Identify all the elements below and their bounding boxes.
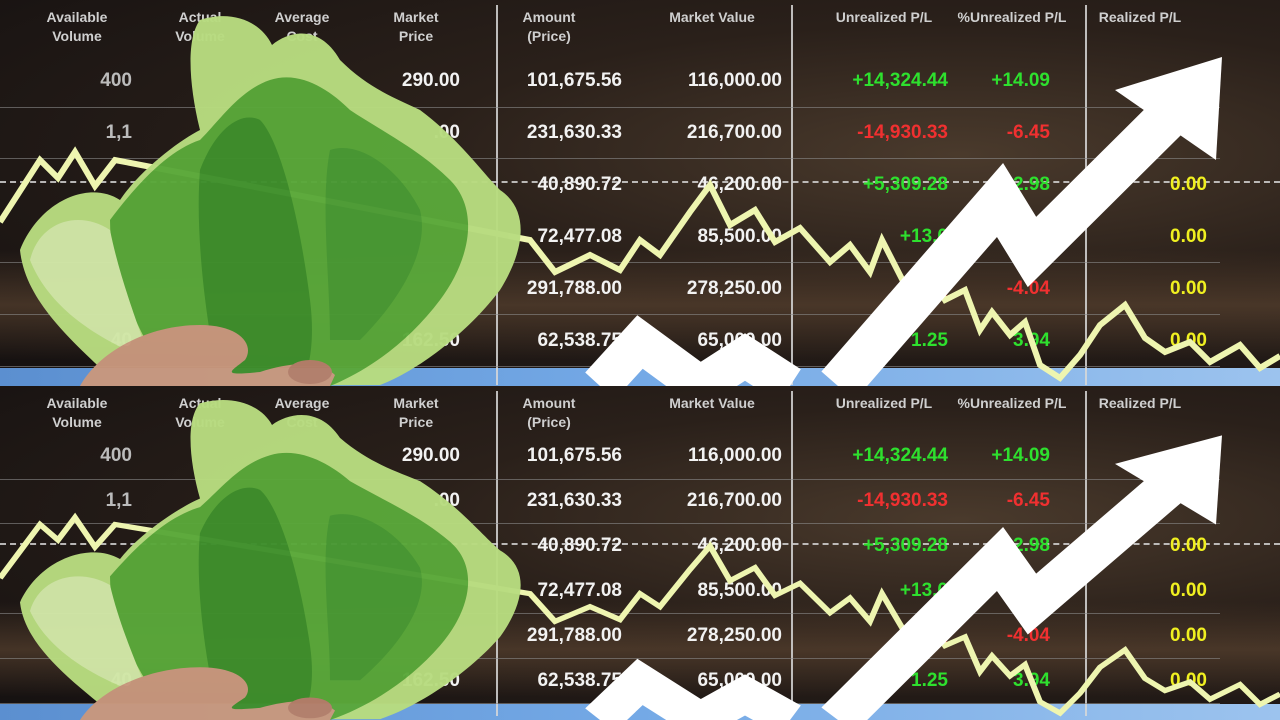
cell-market-value: 216,700.00 [686,490,782,511]
cell-pct-unrealized: -4.04 [1006,278,1050,299]
cell-realized: 0.00 [1170,226,1207,247]
cell-amount: 231,630.33 [526,122,622,143]
column-header: %Unrealized P/L [957,395,1067,411]
column-header: %Unrealized P/L [957,9,1067,25]
column-header: Amount (Price) [522,9,576,44]
cell-pct-unrealized: -6.45 [1006,122,1050,143]
cell-available: 1,1 [105,490,132,511]
cell-market-value: 85,500.00 [697,580,782,601]
cell-amount: 40,890.72 [537,535,622,556]
trend-line [0,146,1280,382]
cell-market-price: 290.00 [401,445,460,466]
cell-market-value: 278,250.00 [686,278,782,299]
cell-amount: 231,630.33 [526,490,622,511]
cell-market-value: 46,200.00 [697,535,782,556]
cell-market-value: 216,700.00 [686,122,782,143]
cell-market-value: 46,200.00 [697,174,782,195]
cell-pct-unrealized: +14.09 [991,445,1050,466]
lettuce-in-hand-image [20,16,521,386]
cell-amount: 291,788.00 [526,625,622,646]
trend-up-arrow-body [821,467,1191,720]
cell-realized: 0.00 [1170,625,1207,646]
small-arrow-zigzag [585,658,801,720]
trend-up-arrow-head [1115,57,1222,160]
cell-market-value: 116,000.00 [687,70,782,91]
cell-market-value: 116,000.00 [687,445,782,466]
cell-available: 400 [100,70,132,91]
column-divider [791,5,793,385]
cell-pct-unrealized: +14.09 [991,70,1050,91]
cell-amount: 40,890.72 [537,174,622,195]
cell-realized: 0.00 [1170,580,1207,601]
cell-market-price: 290.00 [401,70,460,91]
cell-realized: 0.00 [1170,174,1207,195]
cell-unrealized: +14,324.44 [852,70,948,91]
cell-amount: 62,538.75 [537,330,622,351]
column-header: Amount (Price) [522,395,576,430]
cell-unrealized: 1.25 [911,330,948,351]
column-header: Market Price [393,395,439,430]
cell-market-value: 278,250.00 [686,625,782,646]
cell-pct-unrealized: -6.45 [1006,490,1050,511]
trend-line [0,512,1280,717]
dashed-line [0,181,1280,183]
cell-market-value: 85,500.00 [697,226,782,247]
column-header: Market Price [393,9,439,44]
cell-amount: 72,477.08 [537,580,622,601]
column-divider [791,391,793,716]
trend-up-arrow-body [821,94,1191,386]
dashed-line [0,543,1280,545]
cell-amount: 101,675.56 [526,70,622,91]
column-header: Market Value [669,9,755,25]
column-header: Realized P/L [1098,395,1182,411]
column-header: Available Volume [46,9,108,44]
column-header: Market Value [669,395,755,411]
row-divider [0,314,1220,315]
row-divider [0,158,1220,159]
cell-realized: 0.00 [1170,535,1207,556]
chart-overlay [0,399,1280,720]
cell-unrealized: +14,324.44 [852,445,948,466]
cell-unrealized: -14,930.33 [857,490,948,511]
row-divider [0,479,1220,480]
cell-available: 400 [100,445,132,466]
cell-unrealized: 1.25 [911,670,948,691]
column-header: Available Volume [46,395,108,430]
chart-overlay [0,16,1280,386]
cell-unrealized: -14,930.33 [857,122,948,143]
cell-unrealized: +5,309.28 [862,535,948,556]
cell-amount: 72,477.08 [537,226,622,247]
row-divider [0,523,1220,524]
cell-amount: 101,675.56 [526,445,622,466]
cell-pct-unrealized: -4.04 [1006,625,1050,646]
row-divider [0,658,1220,659]
column-header: Realized P/L [1098,9,1182,25]
cell-unrealized: +5,309.28 [862,174,948,195]
trend-up-arrow-head [1115,435,1222,525]
column-header: Unrealized P/L [835,9,933,25]
cell-amount: 291,788.00 [526,278,622,299]
lettuce-in-hand-image [20,399,521,720]
cell-available: 1,1 [105,122,132,143]
cell-realized: 0.00 [1170,278,1207,299]
column-header: Unrealized P/L [835,395,933,411]
row-divider [0,107,1220,108]
cell-amount: 62,538.75 [537,670,622,691]
small-arrow-zigzag [585,315,801,386]
